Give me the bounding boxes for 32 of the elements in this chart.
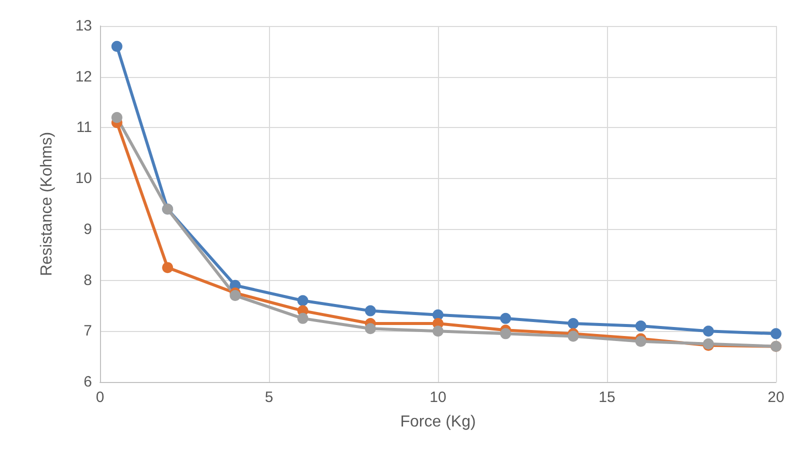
y-tick-label: 9 (84, 220, 92, 238)
point (364, 323, 376, 334)
x-tick-label: 20 (768, 389, 784, 406)
point (364, 305, 376, 316)
y-tick-label: 6 (84, 374, 92, 390)
point (297, 295, 308, 306)
y-tick-label: 7 (84, 322, 92, 340)
point (500, 328, 512, 340)
point (500, 312, 512, 324)
y-tick-label: 11 (76, 119, 92, 136)
x-tick-label: 0 (96, 389, 104, 406)
point (111, 40, 122, 52)
y-tick-label: 8 (84, 272, 92, 289)
point (568, 330, 579, 342)
y-tick-label: 10 (75, 170, 92, 188)
x-tick-label: 15 (598, 389, 616, 406)
point (770, 328, 782, 340)
x-axis-title: Force (Kg) (400, 414, 476, 430)
point (162, 262, 174, 274)
point (702, 326, 714, 337)
y-axis-title: Resistance (Kohms) (38, 132, 56, 276)
point (111, 112, 122, 124)
x-tick-label: 5 (264, 389, 274, 406)
point (568, 318, 579, 330)
point (635, 320, 646, 332)
point (432, 326, 444, 337)
y-tick-label: 12 (75, 68, 92, 86)
x-tick-label: 10 (430, 389, 446, 406)
point (635, 336, 646, 347)
point (230, 290, 241, 302)
y-tick-label: 13 (75, 18, 92, 34)
point (297, 312, 308, 324)
